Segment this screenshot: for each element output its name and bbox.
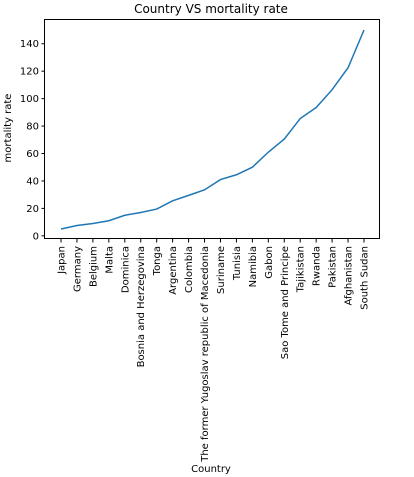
x-tick-label: Namibia <box>248 246 259 287</box>
y-tick-label: 0 <box>33 231 39 242</box>
y-tick-label: 60 <box>26 149 39 160</box>
x-tick-label: Pakistan <box>328 246 339 288</box>
x-axis-label: Country <box>191 464 231 475</box>
x-tick-label: Colombia <box>184 246 195 293</box>
x-tick-label: Germany <box>72 246 83 292</box>
x-tick-label: South Sudan <box>360 246 371 310</box>
y-tick-label: 140 <box>20 39 39 50</box>
x-tick-label: Dominica <box>120 246 131 293</box>
x-tick-label: Gabon <box>264 246 275 279</box>
y-tick-label: 120 <box>20 67 39 78</box>
plot-frame <box>45 20 380 239</box>
x-tick-label: Afghanistan <box>344 246 355 306</box>
y-tick-label: 40 <box>26 176 39 187</box>
series-line <box>61 30 364 229</box>
y-tick-label: 20 <box>26 204 39 215</box>
x-axis: Japan Germany Belgium Malta Dominica Bosnia a… <box>57 239 371 463</box>
y-axis-label: mortality rate <box>3 94 14 163</box>
x-tick-label: Tunisia <box>232 246 243 281</box>
x-tick-label: Tajikistan <box>296 246 307 293</box>
x-tick-label: Belgium <box>88 246 99 287</box>
y-tick-label: 80 <box>26 122 39 133</box>
x-tick-label: Malta <box>104 246 115 274</box>
x-tick-label: Bosnia and Herzegovina <box>136 246 147 367</box>
y-axis: 0 20 40 60 80 100 120 140 <box>20 39 45 242</box>
x-tick-label: Sao Tome and Principe <box>280 246 291 359</box>
x-tick-label: Argentina <box>168 246 179 295</box>
x-tick-label: Tonga <box>152 246 163 276</box>
x-tick-label: The former Yugoslav republic of Macedoni… <box>200 246 211 463</box>
x-tick-label: Japan <box>57 246 68 275</box>
y-tick-label: 100 <box>20 94 39 105</box>
x-tick-label: Rwanda <box>312 246 323 286</box>
x-tick-label: Suriname <box>216 246 227 294</box>
plot-area: 0 20 40 60 80 100 120 140 Japan Germany Belgium Ma… <box>20 20 380 463</box>
chart-title: Country VS mortality rate <box>134 2 288 16</box>
